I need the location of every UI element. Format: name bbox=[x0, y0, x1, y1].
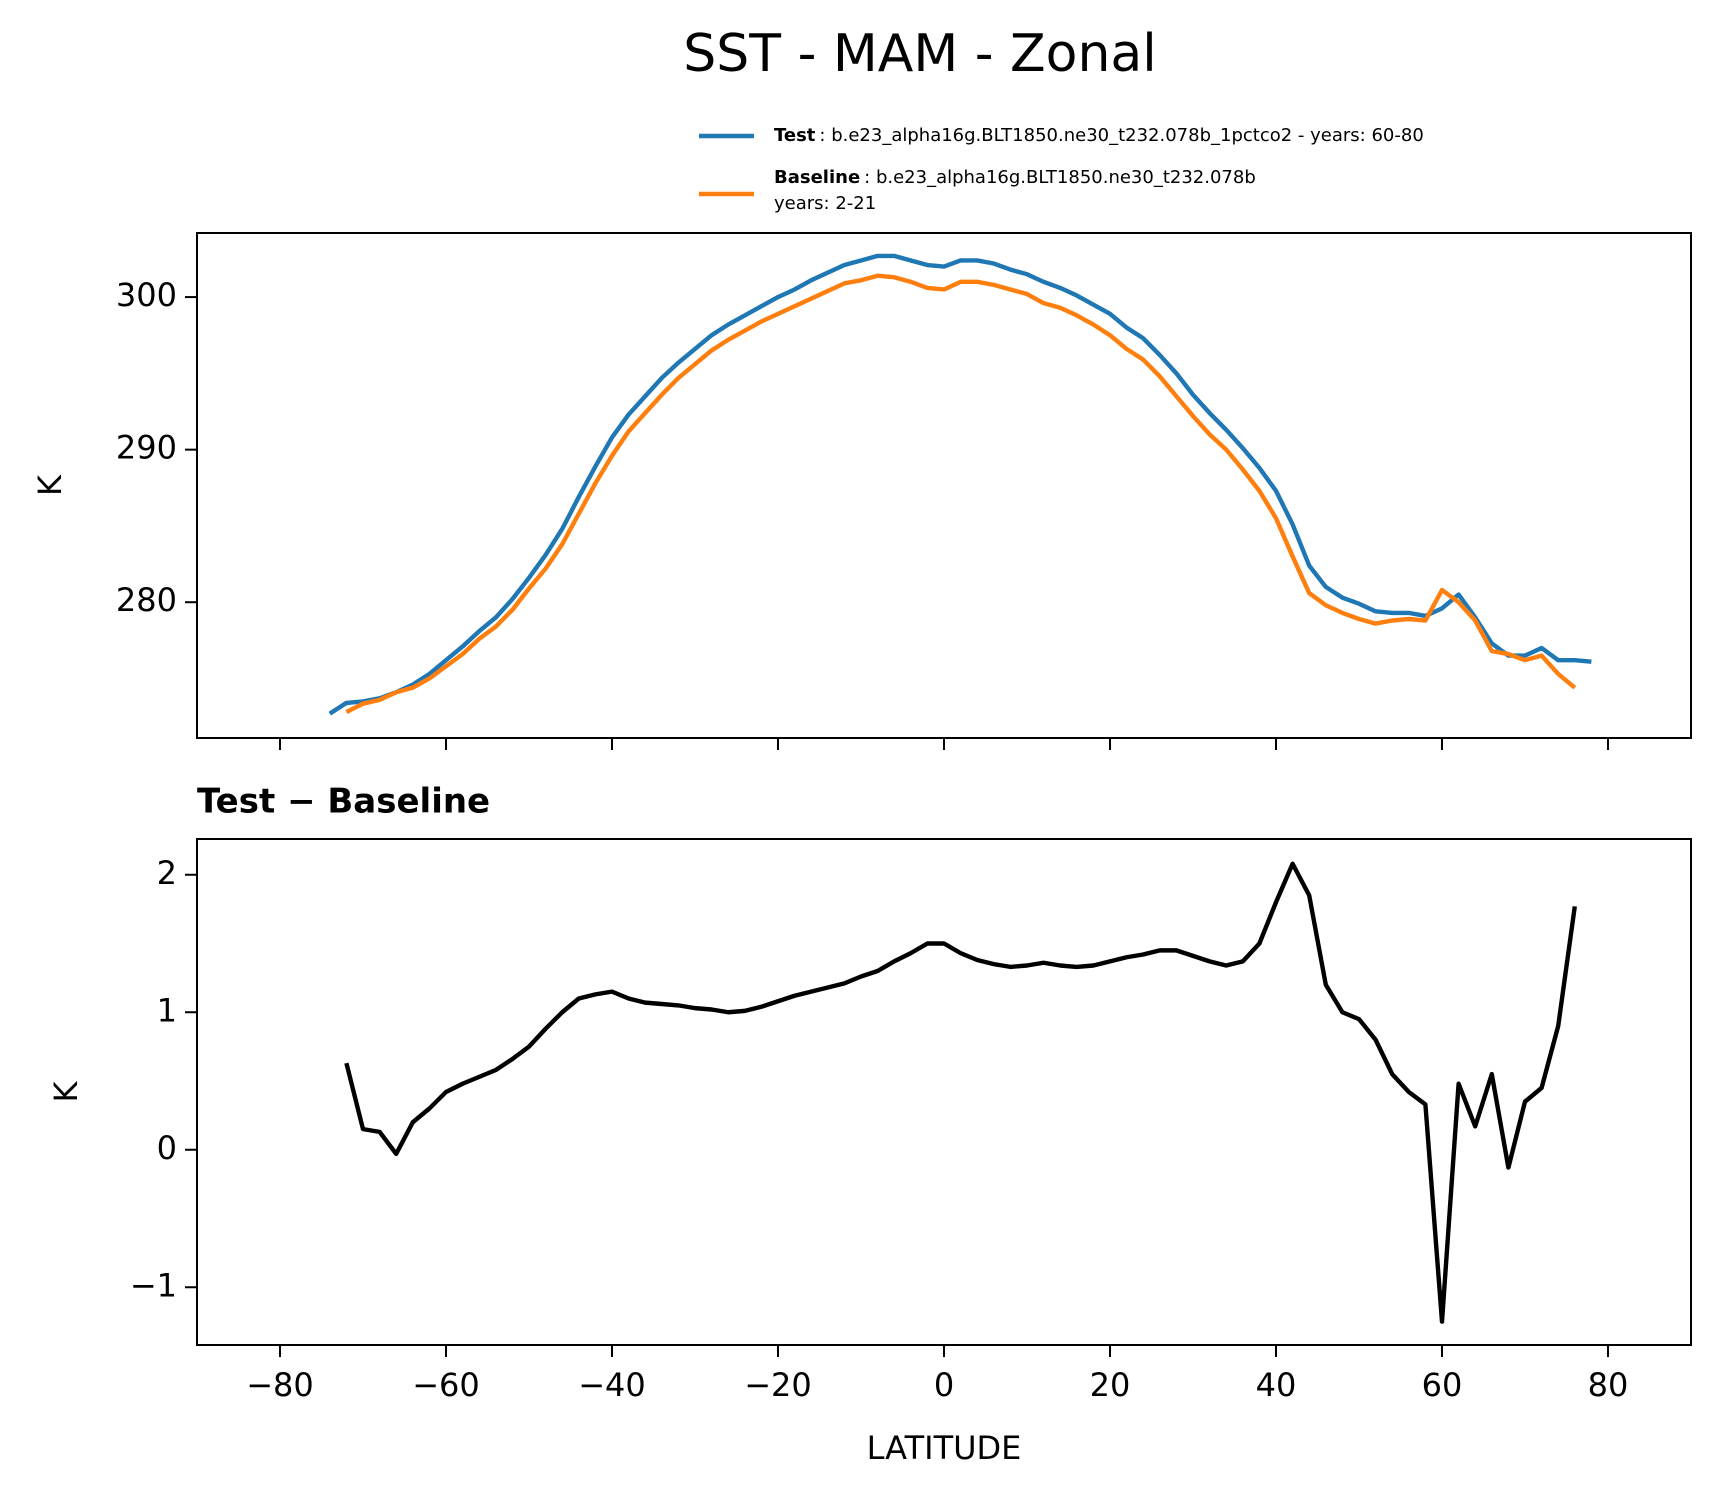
x-tick-label: −20 bbox=[744, 1366, 812, 1404]
subplot-title: Test − Baseline bbox=[197, 782, 490, 822]
x-tick-label: 20 bbox=[1090, 1366, 1131, 1404]
x-tick-label: −60 bbox=[412, 1366, 480, 1404]
data-line bbox=[345, 273, 1577, 715]
y-axis-label: K bbox=[31, 474, 69, 496]
data-line bbox=[344, 861, 1577, 1324]
data-line bbox=[328, 253, 1592, 716]
x-tick-label: 40 bbox=[1256, 1366, 1297, 1404]
y-tick-label: 300 bbox=[116, 276, 177, 314]
y-tick-label: 2 bbox=[157, 854, 177, 892]
legend-detail: : b.e23_alpha16g.BLT1850.ne30_t232.078b bbox=[864, 167, 1256, 188]
x-tick-label: −80 bbox=[246, 1366, 314, 1404]
x-tick-label: −40 bbox=[578, 1366, 646, 1404]
y-tick-label: −1 bbox=[130, 1266, 177, 1304]
x-tick-label: 60 bbox=[1422, 1366, 1463, 1404]
legend-detail-line: years: 2-21 bbox=[774, 193, 876, 214]
legend-detail: : b.e23_alpha16g.BLT1850.ne30_t232.078b_… bbox=[819, 125, 1423, 146]
legend-label: Test: b.e23_alpha16g.BLT1850.ne30_t232.0… bbox=[774, 125, 1424, 146]
plot-area bbox=[344, 861, 1577, 1324]
figure-title: SST - MAM - Zonal bbox=[683, 24, 1156, 84]
legend-label: Baseline: b.e23_alpha16g.BLT1850.ne30_t2… bbox=[774, 167, 1256, 188]
plot-area bbox=[328, 253, 1592, 716]
legend-name: Test bbox=[774, 125, 816, 146]
y-tick-label: 0 bbox=[157, 1129, 177, 1167]
x-tick-label: 80 bbox=[1588, 1366, 1629, 1404]
y-tick-label: 1 bbox=[157, 991, 177, 1029]
y-tick-label: 290 bbox=[116, 429, 177, 467]
x-tick-label: 0 bbox=[934, 1366, 954, 1404]
y-axis-label: K bbox=[47, 1080, 85, 1102]
legend-name: Baseline bbox=[774, 167, 860, 188]
y-tick-label: 280 bbox=[116, 581, 177, 619]
x-axis-label: LATITUDE bbox=[867, 1429, 1022, 1467]
